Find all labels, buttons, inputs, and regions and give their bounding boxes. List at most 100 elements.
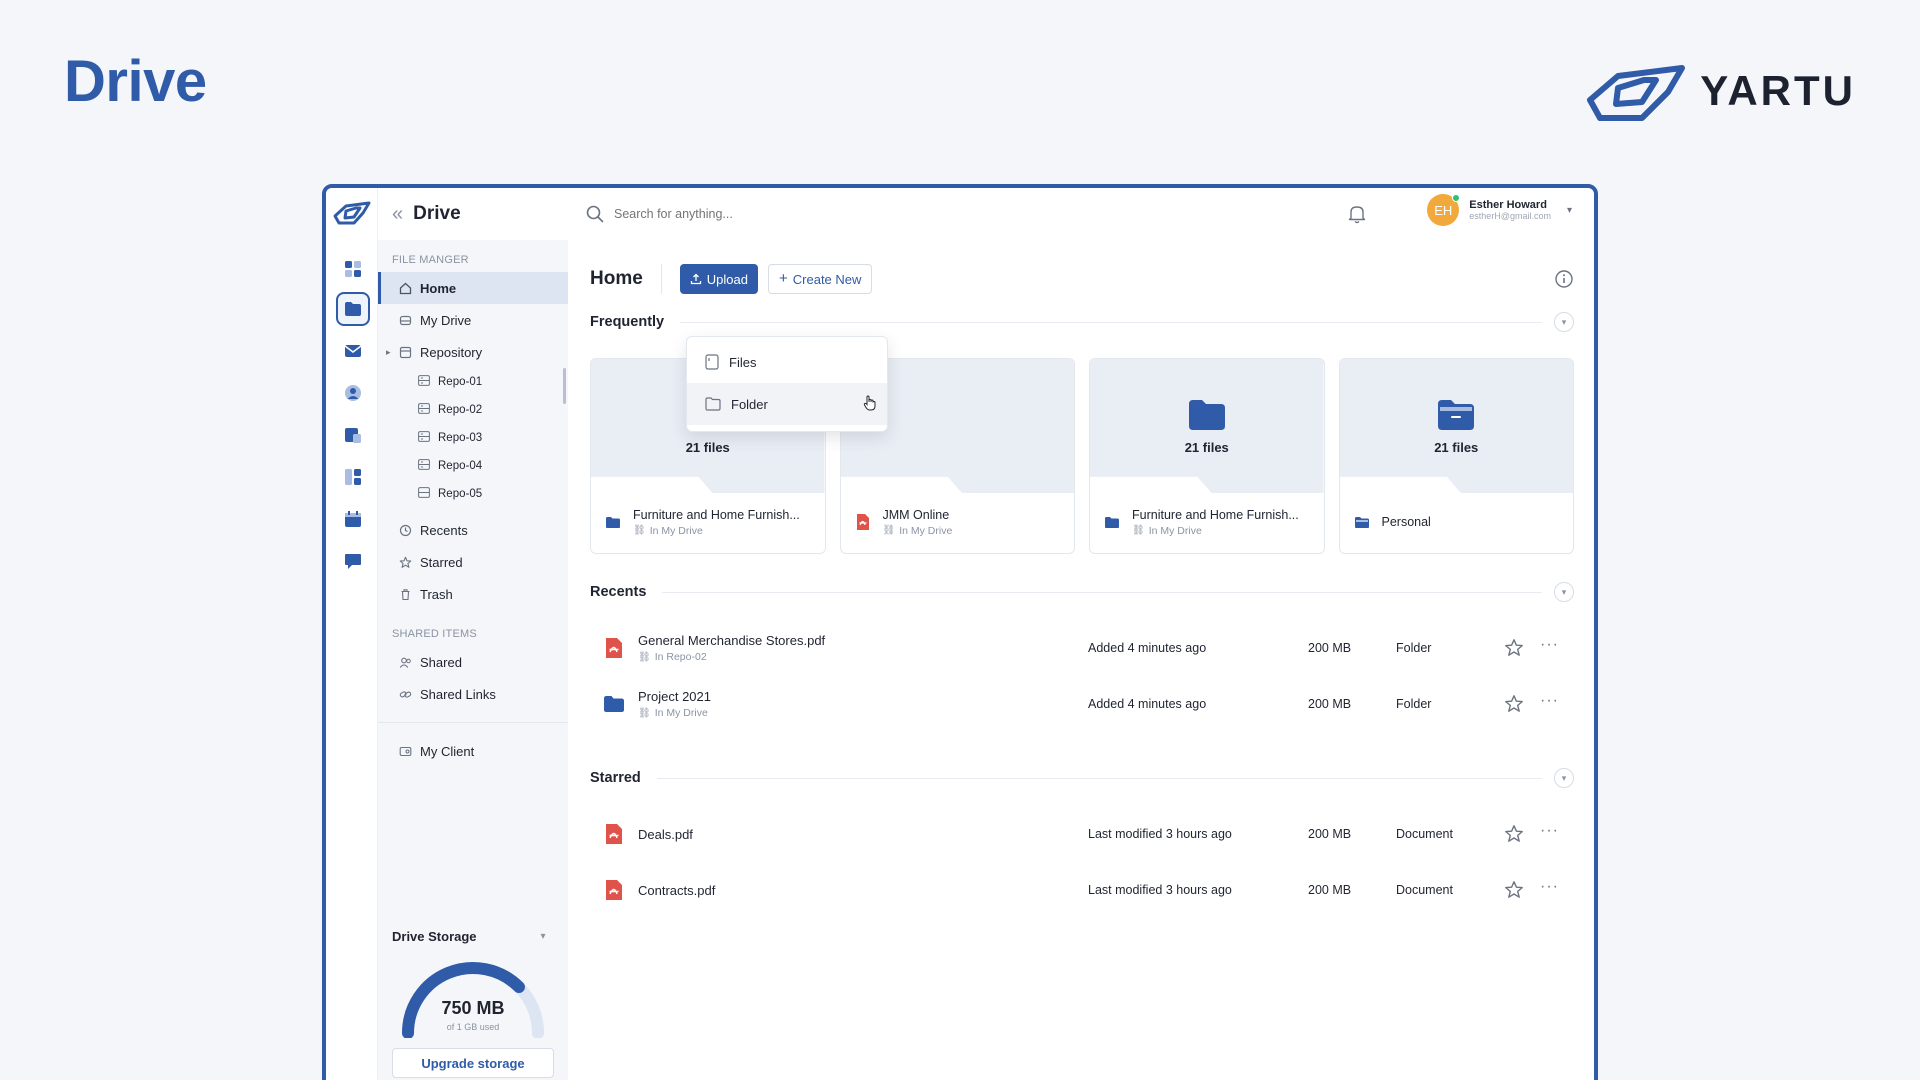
folder-open-icon xyxy=(1438,399,1475,430)
card-file-count: 21 files xyxy=(1184,439,1229,455)
sidebar-item-home[interactable]: Home xyxy=(378,272,568,304)
pdf-icon xyxy=(602,879,626,901)
sidebar-item-starred[interactable]: Starred xyxy=(378,546,568,578)
expand-caret-icon[interactable]: ▸ xyxy=(386,346,391,357)
upgrade-storage-button[interactable]: Upgrade storage xyxy=(392,1048,554,1078)
sidebar-item-repo-02[interactable]: Repo-02 xyxy=(378,396,568,424)
repo-icon xyxy=(418,459,430,473)
chevron-down-icon[interactable]: ▾ xyxy=(1554,312,1574,332)
sidebar: FILE MANGER Home My Drive ▸ Repository R… xyxy=(378,240,568,1080)
more-options-icon[interactable]: ··· xyxy=(1540,822,1559,839)
app-logo-icon xyxy=(333,201,371,225)
repository-icon xyxy=(398,345,412,359)
frequent-card[interactable]: 21 files Furniture and Home Furnish... ⛓… xyxy=(1089,358,1325,554)
upload-icon xyxy=(690,273,701,285)
file-name: Deals.pdf xyxy=(638,826,693,842)
more-options-icon[interactable]: ··· xyxy=(1540,636,1559,653)
file-type: Folder xyxy=(1396,697,1432,711)
list-item[interactable]: Project 2021 ⛓ In My Drive Added 4 minute… xyxy=(590,676,1574,732)
star-icon[interactable] xyxy=(1504,880,1524,900)
link-icon: ⛓ xyxy=(882,525,896,536)
repo-icon xyxy=(418,431,430,445)
card-info: Furniture and Home Furnish... ⛓ In My Dri… xyxy=(1090,491,1324,553)
sidebar-item-repo-04[interactable]: Repo-04 xyxy=(378,452,568,480)
list-item[interactable]: General Merchandise Stores.pdf ⛓ In Repo-… xyxy=(590,620,1574,676)
chevron-down-icon[interactable]: ▾ xyxy=(1554,768,1574,788)
sidebar-item-shared-links[interactable]: Shared Links xyxy=(378,678,568,710)
rail-notes-button[interactable] xyxy=(336,418,370,452)
repo-icon xyxy=(418,487,430,501)
search-input[interactable] xyxy=(614,207,914,221)
sidebar-item-my-drive[interactable]: My Drive xyxy=(378,304,568,336)
rail-contacts-button[interactable] xyxy=(336,376,370,410)
repo-label: Repo-01 xyxy=(438,376,483,388)
bell-icon[interactable] xyxy=(1348,204,1366,224)
starred-list: Deals.pdf Last modified 3 hours ago 200 … xyxy=(590,806,1574,918)
sidebar-section-shared: SHARED ITEMS xyxy=(392,628,477,640)
sidebar-item-label: Starred xyxy=(420,554,463,570)
dropdown-item-files[interactable]: Files xyxy=(687,341,887,383)
folder-icon xyxy=(345,302,361,316)
rail-mail-button[interactable] xyxy=(336,334,370,368)
card-location: ⛓ In My Drive xyxy=(882,524,953,537)
collapse-sidebar-icon[interactable]: « xyxy=(392,202,404,225)
card-info: Furniture and Home Furnish... ⛓ In My Dri… xyxy=(591,491,825,553)
frequently-section-header: Frequently ▾ xyxy=(590,312,1574,332)
page-title: Home xyxy=(590,268,643,289)
sidebar-item-my-client[interactable]: My Client xyxy=(378,735,568,767)
star-icon[interactable] xyxy=(1504,824,1524,844)
storage-used-caption: of 1 GB used xyxy=(446,1022,500,1032)
file-name: Project 2021 xyxy=(638,689,711,704)
top-bar: EH Esther Howard estherH@gmail.com ▾ xyxy=(568,188,1594,240)
users-icon xyxy=(398,655,412,669)
drive-icon xyxy=(398,313,412,327)
list-item[interactable]: Deals.pdf Last modified 3 hours ago 200 … xyxy=(590,806,1574,862)
star-icon[interactable] xyxy=(1504,638,1524,658)
frequent-card[interactable]: 21 files Personal xyxy=(1338,358,1574,554)
sidebar-item-repository[interactable]: ▸ Repository xyxy=(378,336,568,368)
more-options-icon[interactable]: ··· xyxy=(1540,692,1559,709)
rail-apps-button[interactable] xyxy=(336,460,370,494)
create-new-button[interactable]: + Create New xyxy=(768,264,873,294)
star-icon[interactable] xyxy=(1504,694,1524,714)
chevron-down-icon[interactable]: ▾ xyxy=(1554,582,1574,602)
file-type: Document xyxy=(1396,883,1453,897)
sidebar-item-shared[interactable]: Shared xyxy=(378,646,568,678)
apps-icon xyxy=(345,469,361,485)
rail-dashboard-button[interactable] xyxy=(336,252,370,286)
rail-calendar-button[interactable] xyxy=(336,502,370,536)
repo-label: Repo-04 xyxy=(438,460,483,472)
file-size: 200 MB xyxy=(1308,827,1352,841)
rail-drive-button[interactable] xyxy=(336,292,370,326)
repo-list: Repo-01 Repo-02 Repo-03 Repo-04 Repo-05 xyxy=(378,368,568,514)
chevron-down-icon[interactable]: ▾ xyxy=(540,930,546,942)
card-info: JMM Online ⛓ In My Drive xyxy=(841,491,1075,553)
folder-open-icon xyxy=(1354,516,1369,528)
online-status-dot xyxy=(1452,194,1461,202)
sidebar-item-repo-03[interactable]: Repo-03 xyxy=(378,424,568,452)
sidebar-item-repo-01[interactable]: Repo-01 xyxy=(378,368,568,396)
chevron-down-icon[interactable]: ▾ xyxy=(1566,204,1572,216)
folder-icon xyxy=(602,695,626,713)
brand-wordmark: YARTU xyxy=(1700,67,1856,114)
more-options-icon[interactable]: ··· xyxy=(1540,878,1559,895)
file-timestamp: Added 4 minutes ago xyxy=(1088,697,1207,711)
pdf-icon xyxy=(602,637,626,659)
app-rail xyxy=(326,188,378,1080)
contacts-icon xyxy=(345,385,361,401)
user-menu[interactable]: EH Esther Howard estherH@gmail.com ▾ xyxy=(1427,194,1572,226)
storage-gauge: 750 MB of 1 GB used xyxy=(398,958,548,1039)
section-divider xyxy=(662,591,1542,593)
file-timestamp: Last modified 3 hours ago xyxy=(1088,827,1232,841)
file-type: Folder xyxy=(1396,641,1432,655)
dropdown-item-folder[interactable]: Folder xyxy=(687,383,887,425)
upload-button[interactable]: Upload xyxy=(679,264,758,294)
sidebar-item-repo-05[interactable]: Repo-05 xyxy=(378,480,568,508)
rail-chat-button[interactable] xyxy=(336,544,370,578)
info-icon[interactable] xyxy=(1554,269,1574,289)
list-item[interactable]: Contracts.pdf Last modified 3 hours ago … xyxy=(590,862,1574,918)
repo-scrollbar[interactable] xyxy=(563,368,566,404)
sidebar-item-recents[interactable]: Recents xyxy=(378,514,568,546)
card-name: Furniture and Home Furnish... xyxy=(1132,507,1299,522)
sidebar-item-trash[interactable]: Trash xyxy=(378,578,568,610)
